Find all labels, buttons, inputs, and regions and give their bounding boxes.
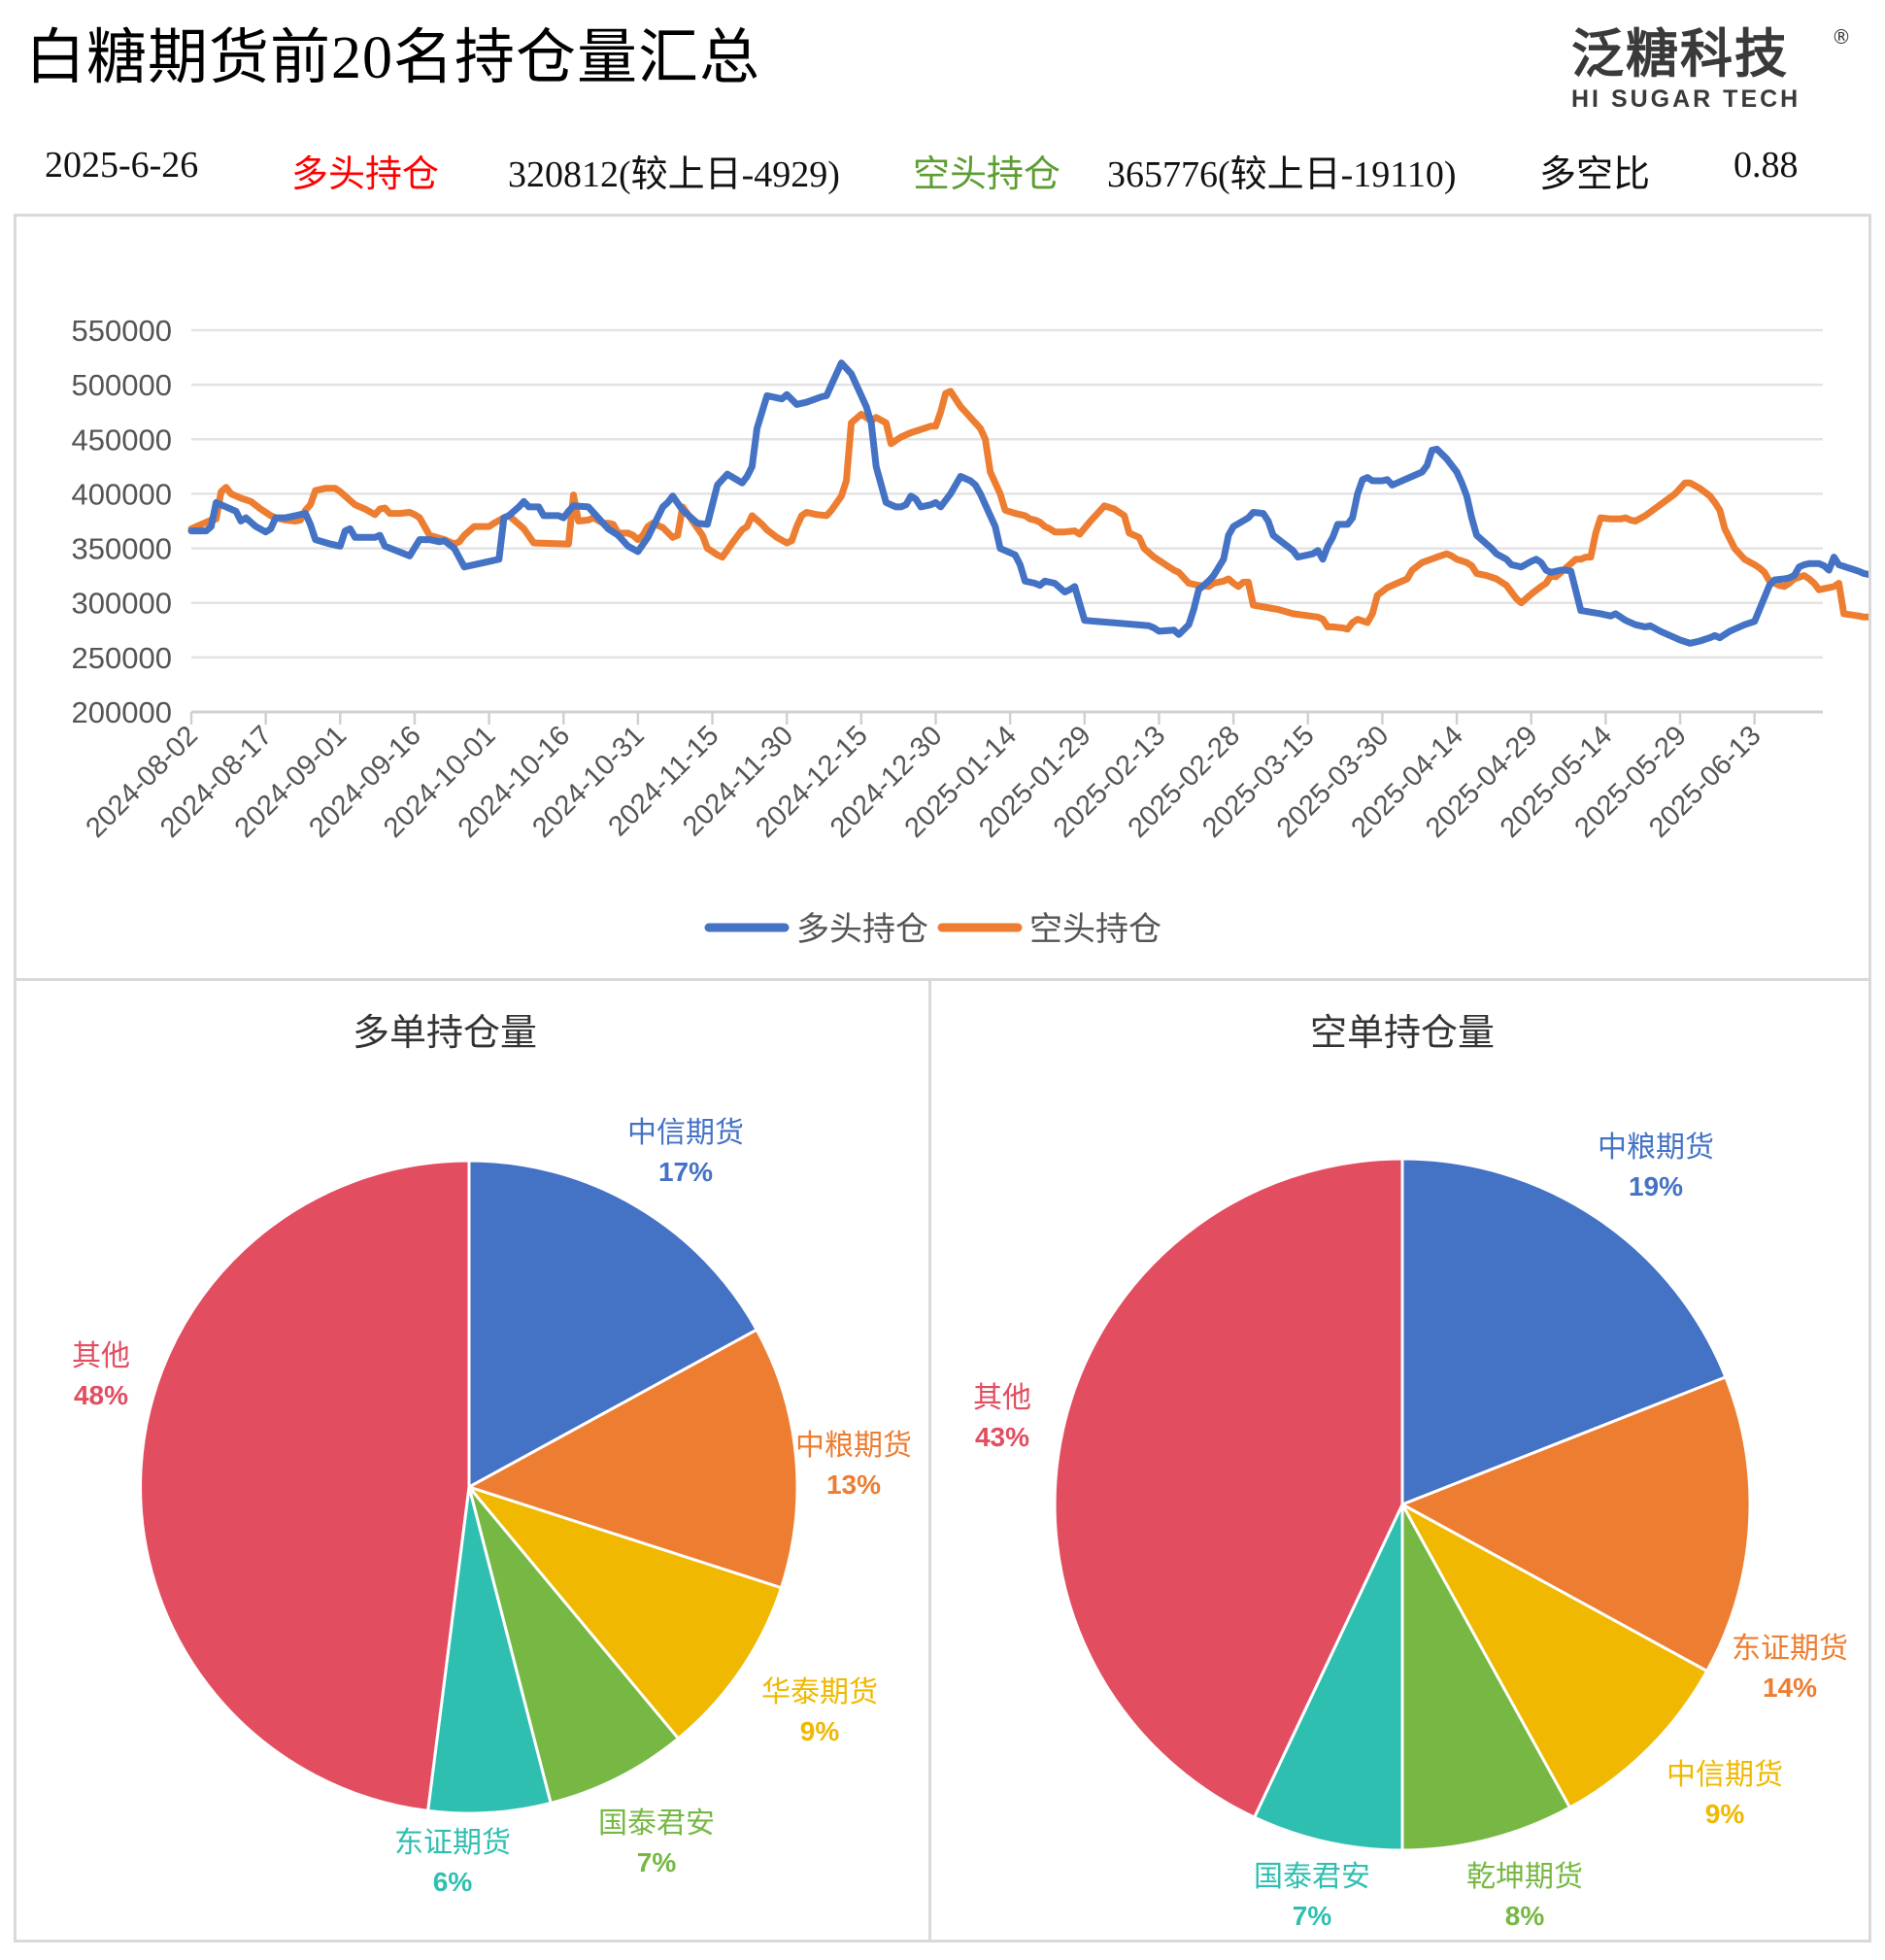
pie-slice[interactable] <box>1398 1374 1752 1673</box>
short-position-label: 空头持仓 <box>913 154 1061 195</box>
line-chart-panel: 200000 250000 300000 350000 400000 450000 5000… <box>14 214 1871 982</box>
pie-slice-percent: 13% <box>826 1470 881 1500</box>
brand-logo: 泛糖科技 ® HI SUGAR TECH <box>1571 25 1853 114</box>
pie-slice[interactable] <box>1400 1157 1728 1507</box>
pie-slice-name: 东证期货 <box>1732 1633 1848 1665</box>
pie-slice-name: 其他 <box>72 1340 130 1372</box>
short-position-value: 365776(较上日-19110) <box>1107 154 1457 195</box>
y-axis-tick-label: 550000 <box>72 314 172 348</box>
pie-data-label: 东证期货 6% <box>394 1827 511 1897</box>
pie-data-label: 中粮期货 13% <box>795 1430 912 1500</box>
page-title: 白糖期货前20名持仓量汇总 <box>25 25 761 91</box>
pie-data-label: 中信期货 9% <box>1666 1759 1783 1829</box>
chart-legend: 多头持仓 空头持仓 <box>704 911 1161 948</box>
pie-slice[interactable] <box>464 1483 784 1741</box>
pie-data-label: 国泰君安 7% <box>598 1808 715 1877</box>
pie-slice-percent: 43% <box>975 1422 1029 1452</box>
long-position-label: 多头持仓 <box>291 154 440 195</box>
legend-short-label: 空头持仓 <box>1029 911 1161 948</box>
pie-data-label: 东证期货 14% <box>1732 1633 1848 1703</box>
pie-data-label: 国泰君安 7% <box>1254 1861 1370 1931</box>
pie-chart-title: 空单持仓量 <box>1310 1013 1495 1054</box>
pie-slice-name: 国泰君安 <box>1254 1861 1370 1893</box>
pie-data-label: 华泰期货 9% <box>761 1676 878 1746</box>
pie-data-label: 中粮期货 19% <box>1598 1132 1714 1201</box>
y-axis-tick-label: 450000 <box>72 422 172 456</box>
pie-data-label: 其他 48% <box>72 1340 130 1410</box>
long-short-ratio-label: 多空比 <box>1539 154 1651 195</box>
registered-mark-icon: ® <box>1832 25 1851 49</box>
short-position-line <box>187 388 1868 633</box>
legend-long-label: 多头持仓 <box>796 911 928 948</box>
pie-slice-percent: 17% <box>658 1157 713 1187</box>
pie-slice-percent: 48% <box>74 1380 128 1410</box>
logo-chinese-text: 泛糖科技 <box>1571 23 1789 84</box>
long-position-line <box>187 359 1868 647</box>
pie-slice[interactable] <box>467 1159 759 1490</box>
pie-slice[interactable] <box>467 1486 681 1806</box>
pie-slice-name: 华泰期货 <box>761 1676 878 1708</box>
y-axis-tick-label: 350000 <box>72 532 172 566</box>
long-pie-panel: 多单持仓量中信期货 17% 中粮期货 13% 华泰期货 9% 国泰君安 7% 东证期货 6% 其他 4… <box>14 978 932 1943</box>
logo-english-text: HI SUGAR TECH <box>1571 85 1801 113</box>
pie-slice[interactable] <box>1053 1157 1404 1820</box>
pie-slice-name: 中粮期货 <box>1598 1132 1714 1164</box>
y-axis-tick-label: 250000 <box>72 641 172 675</box>
pie-data-label: 其他 43% <box>973 1382 1031 1452</box>
pie-slice-percent: 19% <box>1629 1171 1683 1201</box>
pie-slice[interactable] <box>425 1486 553 1815</box>
pie-slice[interactable] <box>465 1328 799 1590</box>
pie-slice-percent: 9% <box>1705 1799 1745 1829</box>
pie-slice[interactable] <box>1398 1501 1709 1810</box>
report-date: 2025-6-26 <box>45 145 199 186</box>
y-axis-tick-label: 400000 <box>72 477 172 511</box>
pie-slice-percent: 6% <box>433 1867 473 1897</box>
summary-stats-bar: 2025-6-26 多头持仓 320812(较上日-4929) 空头持仓 365… <box>0 144 1885 195</box>
pie-slice-name: 国泰君安 <box>598 1808 715 1840</box>
pie-chart-title: 多单持仓量 <box>353 1013 537 1054</box>
pie-slice[interactable] <box>1252 1504 1404 1852</box>
y-axis-tick-label: 300000 <box>72 587 172 621</box>
pie-slice[interactable] <box>139 1159 471 1813</box>
pie-data-label: 乾坤期货 8% <box>1466 1861 1583 1931</box>
pie-slice-percent: 9% <box>800 1716 840 1746</box>
long-short-ratio-value: 0.88 <box>1734 145 1799 186</box>
pie-slice-name: 乾坤期货 <box>1466 1861 1583 1893</box>
pie-slice-percent: 8% <box>1505 1901 1545 1931</box>
pie-slice-name: 中信期货 <box>627 1117 744 1149</box>
pie-slice-percent: 7% <box>1293 1901 1332 1931</box>
pie-slice-percent: 14% <box>1763 1673 1817 1703</box>
short-pie-panel: 空单持仓量中粮期货 19% 东证期货 14% 中信期货 9% 乾坤期货 8% 国泰君安 7% 其他 4… <box>928 978 1871 1943</box>
pie-slice-name: 中粮期货 <box>795 1430 912 1462</box>
long-position-value: 320812(较上日-4929) <box>508 154 840 195</box>
pie-slice-name: 其他 <box>973 1382 1031 1414</box>
pie-slice-name: 中信期货 <box>1666 1759 1783 1791</box>
positions-line-chart: 200000 250000 300000 350000 400000 450000 5000… <box>72 314 1868 948</box>
pie-slice-name: 东证期货 <box>394 1827 511 1859</box>
pie-data-label: 中信期货 17% <box>627 1117 744 1187</box>
y-axis-tick-label: 200000 <box>72 695 172 729</box>
pie-slice-percent: 7% <box>637 1847 677 1877</box>
y-axis-tick-label: 500000 <box>72 368 172 402</box>
pie-slice[interactable] <box>1400 1504 1572 1852</box>
